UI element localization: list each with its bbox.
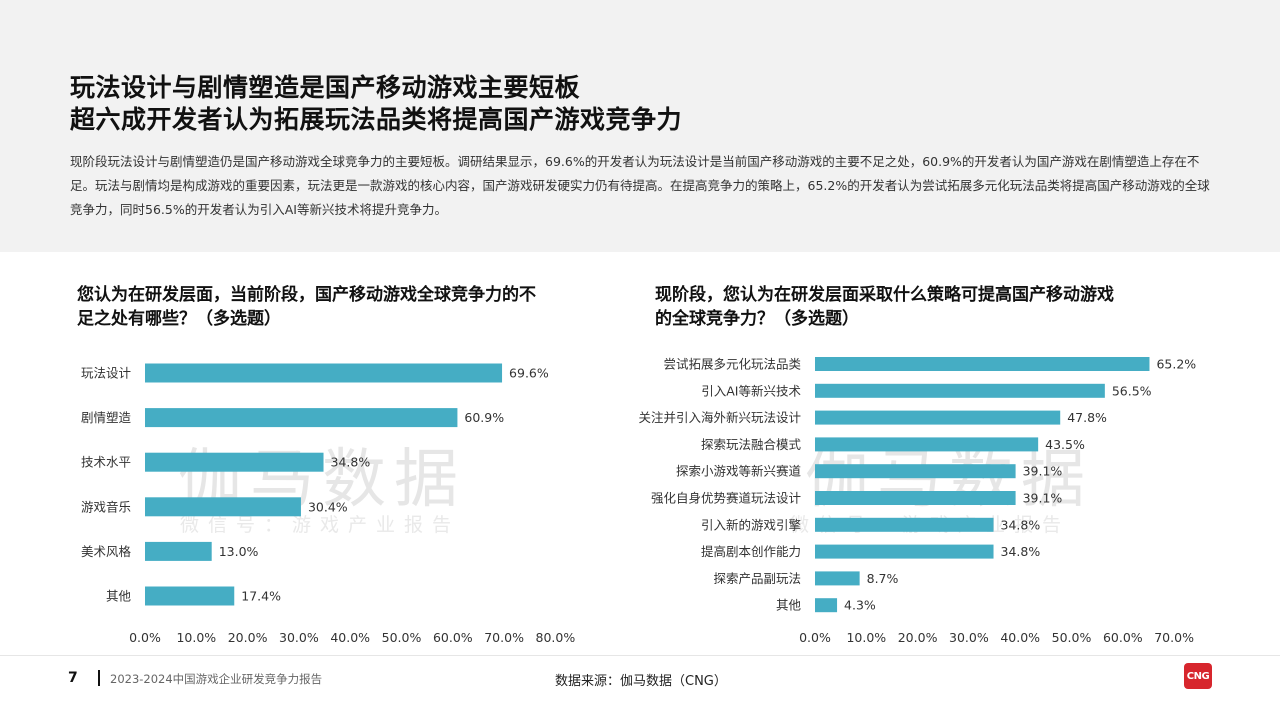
right-category-label-4: 探索小游戏等新兴赛道 — [676, 464, 802, 479]
left-x-tick-4: 40.0% — [330, 630, 370, 645]
left-data-label-4: 13.0% — [219, 544, 259, 559]
left-category-label-0: 玩法设计 — [81, 366, 131, 381]
right-category-label-7: 提高剧本创作能力 — [701, 544, 801, 559]
right-bar-8 — [815, 571, 860, 586]
left-x-tick-1: 10.0% — [176, 630, 216, 645]
right-bar-1 — [815, 383, 1105, 398]
header-band — [0, 0, 1280, 252]
left-category-label-3: 游戏音乐 — [81, 499, 131, 514]
right-category-label-5: 强化自身优势赛道玩法设计 — [651, 491, 801, 506]
right-x-tick-4: 40.0% — [1000, 630, 1040, 645]
right-data-label-3: 43.5% — [1045, 437, 1085, 452]
left-x-tick-0: 0.0% — [129, 630, 161, 645]
left-data-label-5: 17.4% — [241, 589, 281, 604]
left-category-label-2: 技术水平 — [81, 455, 131, 470]
left-bar-2 — [145, 452, 324, 472]
right-category-label-9: 其他 — [776, 598, 802, 613]
right-x-tick-3: 30.0% — [949, 630, 989, 645]
left-bar-0 — [145, 363, 503, 383]
left-category-label-5: 其他 — [106, 589, 132, 604]
right-category-label-0: 尝试拓展多元化玩法品类 — [663, 357, 801, 372]
right-data-label-4: 39.1% — [1023, 464, 1063, 479]
chart-right-title: 现阶段，您认为在研发层面采取什么策略可提高国产移动游戏的全球竞争力？（多选题） — [655, 285, 1114, 329]
left-x-tick-7: 70.0% — [484, 630, 524, 645]
title-line-2: 超六成开发者认为拓展玩法品类将提高国产游戏竞争力 — [70, 105, 683, 134]
data-source: 数据来源：伽马数据（CNG） — [555, 674, 727, 689]
left-x-tick-5: 50.0% — [382, 630, 422, 645]
right-bar-2 — [815, 410, 1061, 425]
footer-divider — [0, 655, 1280, 656]
right-bar-9 — [815, 598, 838, 613]
right-x-tick-6: 60.0% — [1103, 630, 1143, 645]
right-category-label-1: 引入AI等新兴技术 — [701, 383, 801, 398]
left-category-label-4: 美术风格 — [81, 544, 132, 559]
cng-logo-text: CNG — [1186, 670, 1210, 682]
intro-paragraph: 现阶段玩法设计与剧情塑造仍是国产移动游戏全球竞争力的主要短板。调研结果显示，69… — [70, 154, 1210, 217]
right-bar-7 — [815, 544, 994, 559]
right-data-label-1: 56.5% — [1112, 383, 1152, 398]
left-category-label-1: 剧情塑造 — [81, 410, 132, 425]
right-data-label-7: 34.8% — [1001, 544, 1041, 559]
right-x-tick-7: 70.0% — [1154, 630, 1194, 645]
right-x-tick-2: 20.0% — [898, 630, 938, 645]
right-category-label-8: 探索产品副玩法 — [713, 571, 801, 586]
right-data-label-5: 39.1% — [1023, 491, 1063, 506]
report-name: 2023-2024中国游戏企业研发竞争力报告 — [110, 672, 323, 686]
left-data-label-3: 30.4% — [308, 499, 348, 514]
page-title: 玩法设计与剧情塑造是国产移动游戏主要短板 超六成开发者认为拓展玩法品类将提高国产… — [70, 72, 682, 136]
left-bar-4 — [145, 541, 212, 561]
left-x-tick-8: 80.0% — [536, 630, 576, 645]
right-bar-3 — [815, 437, 1039, 452]
left-bar-5 — [145, 586, 235, 606]
left-x-tick-6: 60.0% — [433, 630, 473, 645]
left-x-tick-3: 30.0% — [279, 630, 319, 645]
right-data-label-8: 8.7% — [867, 571, 899, 586]
left-x-tick-2: 20.0% — [228, 630, 268, 645]
left-data-label-1: 60.9% — [464, 410, 504, 425]
right-x-tick-1: 10.0% — [846, 630, 886, 645]
right-bar-4 — [815, 464, 1016, 479]
footer-separator — [98, 670, 100, 686]
right-bar-5 — [815, 491, 1016, 505]
left-bar-1 — [145, 408, 458, 428]
right-data-label-2: 47.8% — [1067, 410, 1107, 425]
chart-left-title: 您认为在研发层面，当前阶段，国产移动游戏全球竞争力的不足之处有哪些？（多选题） — [77, 285, 536, 329]
right-bar-6 — [815, 517, 994, 532]
page-number: 7 — [68, 670, 78, 686]
cng-logo: CNG — [1184, 663, 1212, 689]
left-bar-3 — [145, 497, 301, 517]
left-data-label-0: 69.6% — [509, 366, 549, 381]
right-data-label-0: 65.2% — [1156, 357, 1196, 372]
title-line-1: 玩法设计与剧情塑造是国产移动游戏主要短板 — [70, 73, 581, 102]
right-x-tick-0: 0.0% — [799, 630, 831, 645]
right-data-label-9: 4.3% — [844, 598, 876, 613]
right-data-label-6: 34.8% — [1001, 517, 1041, 532]
left-data-label-2: 34.8% — [331, 455, 371, 470]
right-x-tick-5: 50.0% — [1052, 630, 1092, 645]
right-category-label-3: 探索玩法融合模式 — [701, 437, 802, 452]
right-category-label-6: 引入新的游戏引擎 — [701, 517, 801, 532]
right-bar-0 — [815, 357, 1150, 371]
right-category-label-2: 关注并引入海外新兴玩法设计 — [638, 410, 801, 425]
